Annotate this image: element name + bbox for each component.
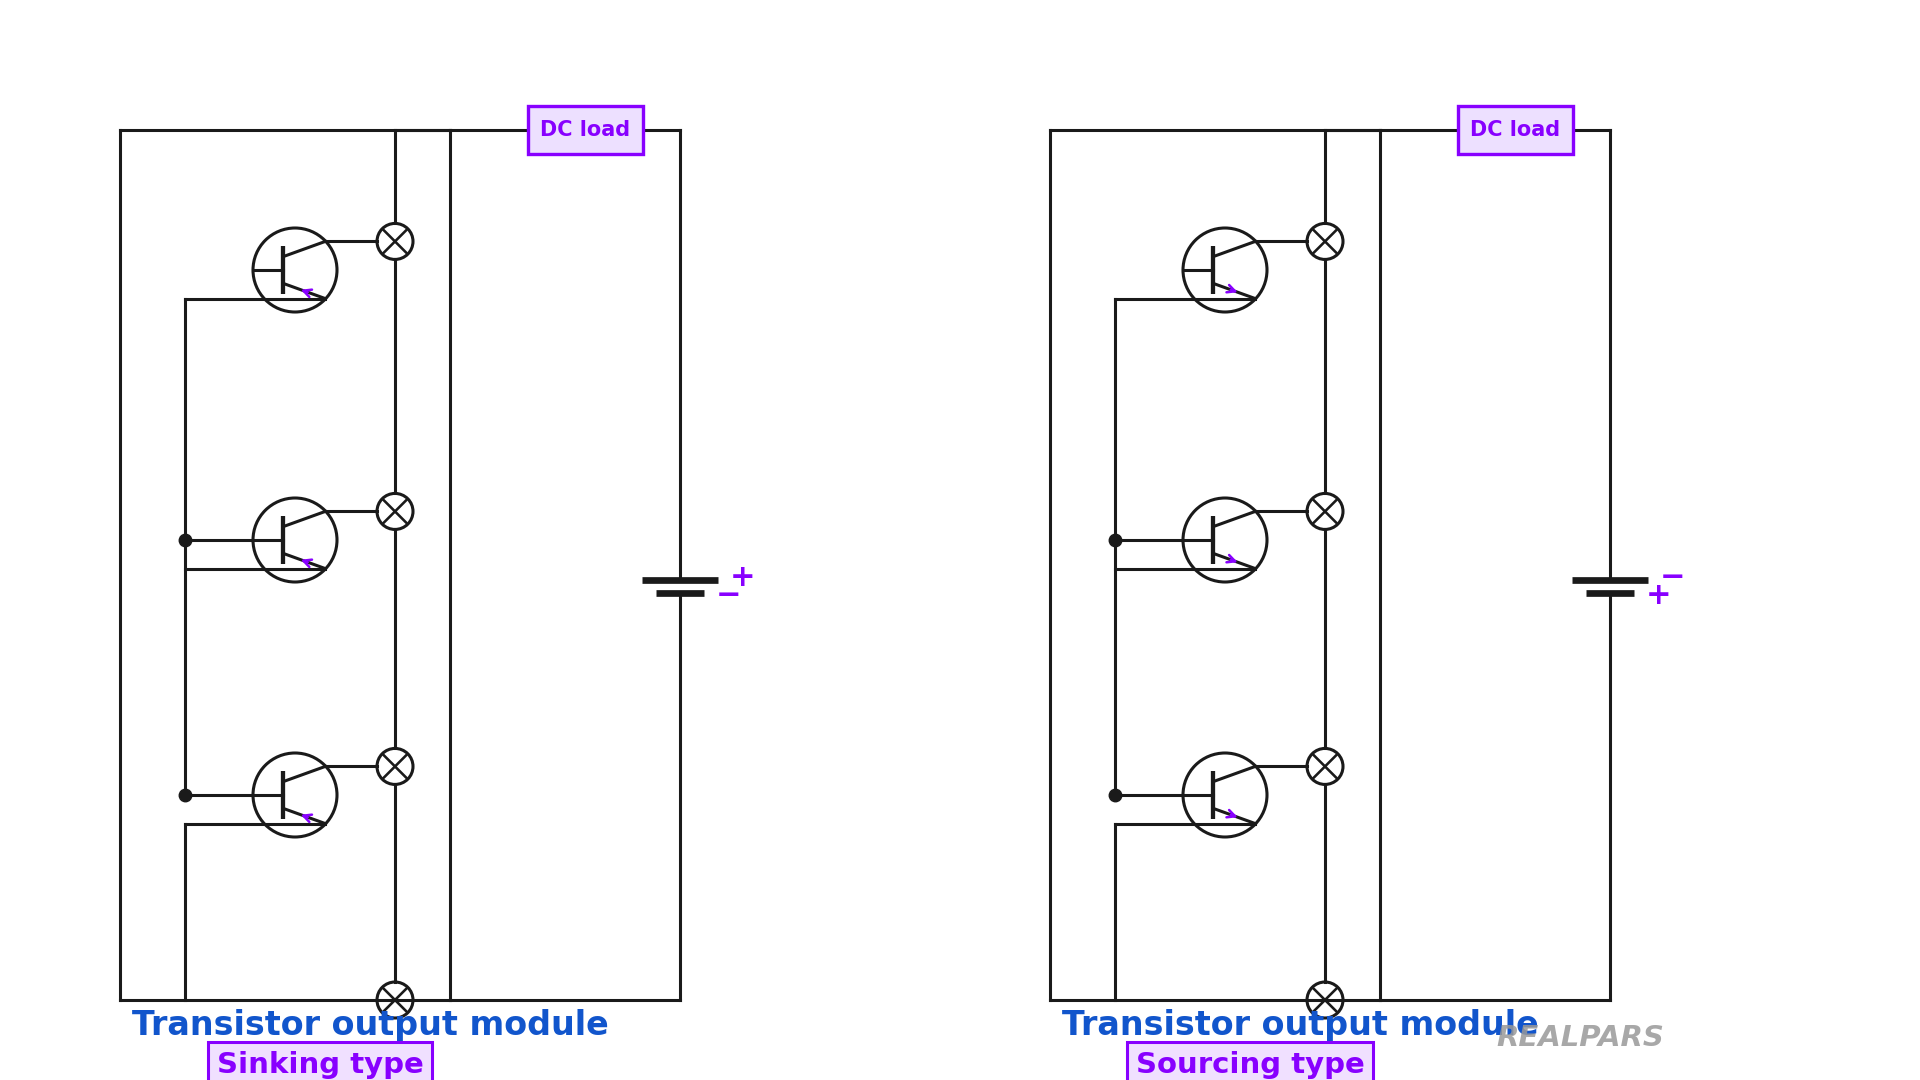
Text: Transistor output module: Transistor output module (1062, 1009, 1538, 1041)
Text: −: − (716, 580, 741, 609)
FancyBboxPatch shape (528, 106, 643, 154)
Text: REALPARS: REALPARS (1496, 1024, 1665, 1052)
Text: −: − (1661, 564, 1686, 593)
FancyBboxPatch shape (1457, 106, 1572, 154)
Text: +: + (730, 564, 756, 593)
Text: Sinking type: Sinking type (217, 1051, 424, 1079)
Text: Sourcing type: Sourcing type (1135, 1051, 1365, 1079)
Text: +: + (1645, 580, 1672, 609)
Text: DC load: DC load (540, 120, 630, 140)
Text: DC load: DC load (1471, 120, 1561, 140)
Text: Transistor output module: Transistor output module (132, 1009, 609, 1041)
